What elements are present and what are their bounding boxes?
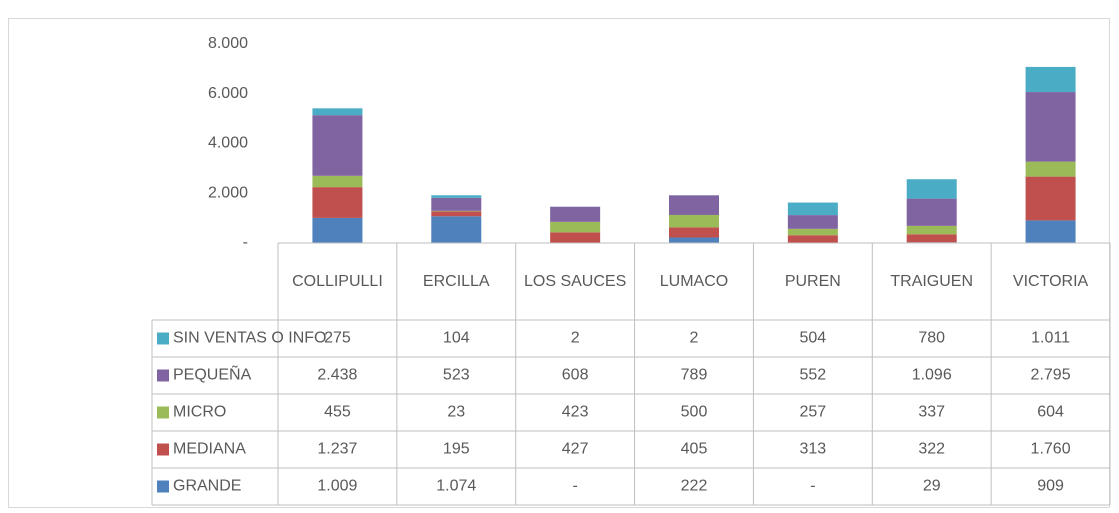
data-label: 322 xyxy=(918,441,945,458)
bar-segment xyxy=(907,234,957,242)
data-label: 1.096 xyxy=(912,367,952,384)
category-cell: VICTORIA xyxy=(997,245,1104,318)
data-label: 523 xyxy=(443,367,470,384)
data-label: - xyxy=(572,478,577,495)
data-label: 222 xyxy=(681,478,708,495)
data-label: 909 xyxy=(1037,478,1064,495)
data-label: 2.438 xyxy=(317,367,357,384)
x-tick-label: LUMACO xyxy=(641,245,748,318)
data-label: 500 xyxy=(681,404,708,421)
bar-segment xyxy=(788,203,838,216)
data-label: 1.009 xyxy=(317,478,357,495)
data-label: 337 xyxy=(918,404,945,421)
legend-label: MEDIANA xyxy=(173,441,246,458)
bar-segment xyxy=(312,176,362,187)
data-label: 313 xyxy=(800,441,827,458)
legend-key xyxy=(157,444,169,456)
legend-label: PEQUEÑA xyxy=(173,364,252,384)
data-label: 257 xyxy=(800,404,827,421)
bar-segment xyxy=(788,229,838,235)
bar-segment xyxy=(550,232,600,243)
data-label: 504 xyxy=(800,330,827,347)
y-tick-label: 2.000 xyxy=(208,184,248,201)
y-tick-label: - xyxy=(243,234,248,251)
x-tick-label: TRAIGUEN xyxy=(878,245,985,318)
y-tick-label: 4.000 xyxy=(208,135,248,152)
data-label: 1.074 xyxy=(436,478,476,495)
bar-segment xyxy=(431,195,481,198)
category-cell: TRAIGUEN xyxy=(878,245,985,318)
bar-segment xyxy=(907,199,957,226)
bar-segment xyxy=(669,195,719,215)
legend-label: MICRO xyxy=(173,404,226,421)
legend-key xyxy=(157,481,169,493)
bar-segment xyxy=(550,207,600,222)
bar-segment xyxy=(431,198,481,211)
bar-segment xyxy=(788,235,838,243)
bar-segment xyxy=(550,222,600,233)
category-cell: PUREN xyxy=(759,245,866,318)
bar-segment xyxy=(1026,67,1076,92)
data-label: 427 xyxy=(562,441,589,458)
bar-segment xyxy=(1026,177,1076,221)
x-tick-label: COLLIPULLI xyxy=(284,245,391,318)
bar-segment xyxy=(1026,162,1076,177)
data-label: 780 xyxy=(918,330,945,347)
legend-key xyxy=(157,407,169,419)
data-label: 552 xyxy=(800,367,827,384)
bar-segment xyxy=(312,115,362,176)
bar-segment xyxy=(669,227,719,237)
bar-segment xyxy=(907,226,957,234)
bar-segment xyxy=(1026,220,1076,243)
bar-segment xyxy=(431,216,481,243)
category-cell: ERCILLA xyxy=(403,245,510,318)
data-label: 423 xyxy=(562,404,589,421)
bar-segment xyxy=(312,187,362,218)
legend-key xyxy=(157,333,169,345)
bar-segment xyxy=(312,218,362,243)
y-tick-label: 8.000 xyxy=(208,35,248,52)
legend-label: SIN VENTAS O INFO xyxy=(173,330,327,347)
x-tick-label: VICTORIA xyxy=(997,245,1104,318)
data-label: 1.760 xyxy=(1031,441,1071,458)
data-label: 604 xyxy=(1037,404,1064,421)
data-label: 2.795 xyxy=(1031,367,1071,384)
legend-label: GRANDE xyxy=(173,478,241,495)
x-tick-label: ERCILLA xyxy=(403,245,510,318)
data-label: 275 xyxy=(324,330,351,347)
data-label: 2 xyxy=(690,330,699,347)
bar-segment xyxy=(431,211,481,216)
x-tick-label: PUREN xyxy=(759,245,866,318)
bar-segment xyxy=(1026,92,1076,162)
bar-segment xyxy=(312,108,362,115)
data-label: - xyxy=(810,478,815,495)
data-label: 1.011 xyxy=(1031,330,1070,347)
data-label: 2 xyxy=(571,330,580,347)
category-cell: COLLIPULLI xyxy=(284,245,391,318)
bar-segment xyxy=(788,215,838,229)
bar-segment xyxy=(907,179,957,198)
data-label: 789 xyxy=(681,367,708,384)
data-label: 455 xyxy=(324,404,351,421)
data-label: 104 xyxy=(443,330,470,347)
x-tick-label: LOS SAUCES xyxy=(522,245,629,318)
category-cell: LOS SAUCES xyxy=(522,245,629,318)
data-label: 195 xyxy=(443,441,470,458)
bar-segment xyxy=(669,215,719,227)
bar-segment xyxy=(431,211,481,212)
data-label: 23 xyxy=(447,404,465,421)
legend-key xyxy=(157,370,169,382)
y-tick-label: 6.000 xyxy=(208,85,248,102)
bar-segment xyxy=(669,237,719,243)
data-label: 1.237 xyxy=(317,441,357,458)
data-label: 405 xyxy=(681,441,708,458)
category-cell: LUMACO xyxy=(641,245,748,318)
data-label: 29 xyxy=(923,478,941,495)
data-label: 608 xyxy=(562,367,589,384)
